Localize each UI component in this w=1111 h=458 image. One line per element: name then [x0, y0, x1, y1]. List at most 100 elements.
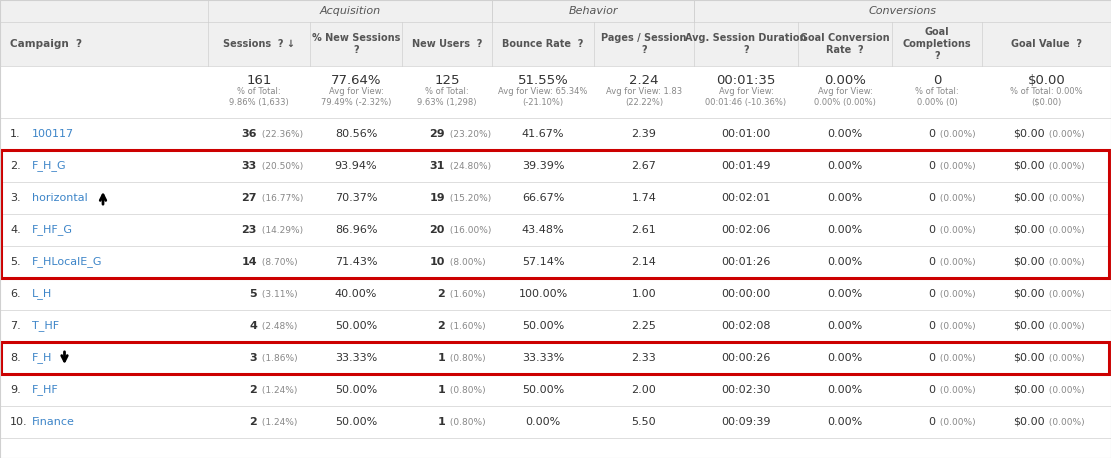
Text: $0.00: $0.00 [1028, 75, 1065, 87]
Text: 1: 1 [438, 385, 446, 395]
Text: 00:00:00: 00:00:00 [721, 289, 771, 299]
Text: 2.14: 2.14 [631, 257, 657, 267]
Text: 0.00%: 0.00% [828, 353, 862, 363]
FancyBboxPatch shape [0, 310, 1111, 342]
Text: 3.: 3. [10, 193, 21, 203]
Text: 36: 36 [241, 129, 257, 139]
Text: horizontal: horizontal [32, 193, 88, 203]
Text: (-21.10%): (-21.10%) [522, 98, 563, 107]
Text: F_H_G: F_H_G [32, 161, 67, 171]
Text: Sessions  ? ↓: Sessions ? ↓ [223, 39, 296, 49]
Text: 1.00: 1.00 [632, 289, 657, 299]
FancyBboxPatch shape [0, 246, 1111, 278]
Text: (0.00%): (0.00%) [1047, 162, 1085, 170]
FancyBboxPatch shape [0, 22, 1111, 66]
Text: 0: 0 [928, 257, 935, 267]
Text: Bounce Rate  ?: Bounce Rate ? [502, 39, 583, 49]
Text: 5.: 5. [10, 257, 21, 267]
Text: 86.96%: 86.96% [334, 225, 378, 235]
Text: Avg for View:: Avg for View: [329, 87, 383, 97]
Text: 19: 19 [429, 193, 446, 203]
FancyBboxPatch shape [0, 278, 1111, 310]
FancyBboxPatch shape [0, 182, 1111, 214]
Text: (0.00%): (0.00%) [937, 418, 975, 426]
FancyBboxPatch shape [0, 66, 1111, 118]
Text: 2.00: 2.00 [632, 385, 657, 395]
Text: 2: 2 [438, 321, 446, 331]
Text: Campaign  ?: Campaign ? [10, 39, 82, 49]
Text: (0.80%): (0.80%) [447, 386, 486, 394]
Text: (0.00%): (0.00%) [937, 386, 975, 394]
Text: 0.00%: 0.00% [828, 225, 862, 235]
Text: (0.00%): (0.00%) [937, 322, 975, 331]
Text: Goal Value  ?: Goal Value ? [1011, 39, 1082, 49]
Text: 0.00%: 0.00% [828, 129, 862, 139]
Text: 50.00%: 50.00% [334, 385, 377, 395]
Text: 0: 0 [928, 289, 935, 299]
Text: 0.00%: 0.00% [828, 161, 862, 171]
Text: $0.00: $0.00 [1013, 353, 1044, 363]
Text: (23.20%): (23.20%) [447, 130, 491, 138]
Text: 0: 0 [928, 129, 935, 139]
FancyBboxPatch shape [0, 150, 1111, 182]
Text: (0.80%): (0.80%) [447, 418, 486, 426]
Text: (0.00%): (0.00%) [937, 162, 975, 170]
FancyBboxPatch shape [0, 118, 1111, 150]
Text: 0.00%: 0.00% [828, 321, 862, 331]
Text: 2.67: 2.67 [631, 161, 657, 171]
FancyBboxPatch shape [0, 0, 1111, 22]
Text: (1.60%): (1.60%) [447, 289, 486, 299]
Text: 40.00%: 40.00% [334, 289, 378, 299]
Text: ($0.00): ($0.00) [1031, 98, 1062, 107]
Text: (22.22%): (22.22%) [624, 98, 663, 107]
FancyBboxPatch shape [0, 214, 1111, 246]
Text: 00:00:26: 00:00:26 [721, 353, 771, 363]
Text: 0: 0 [928, 321, 935, 331]
Text: Goal Conversion
Rate  ?: Goal Conversion Rate ? [800, 33, 890, 55]
Text: (0.00%): (0.00%) [1047, 386, 1085, 394]
Text: Conversions: Conversions [869, 6, 937, 16]
Text: Acquisition: Acquisition [320, 6, 381, 16]
Text: 0: 0 [928, 161, 935, 171]
Text: Avg. Session Duration
?: Avg. Session Duration ? [685, 33, 807, 55]
Text: 0: 0 [933, 75, 941, 87]
Text: Avg for View:: Avg for View: [719, 87, 773, 97]
Text: 2: 2 [249, 417, 257, 427]
Text: (0.00%): (0.00%) [1047, 322, 1085, 331]
Text: $0.00: $0.00 [1013, 321, 1044, 331]
Text: (1.60%): (1.60%) [447, 322, 486, 331]
Text: 14: 14 [241, 257, 257, 267]
Text: $0.00: $0.00 [1013, 289, 1044, 299]
Text: (22.36%): (22.36%) [259, 130, 303, 138]
Text: 125: 125 [434, 75, 460, 87]
Text: $0.00: $0.00 [1013, 257, 1044, 267]
Text: 33.33%: 33.33% [522, 353, 564, 363]
Text: 0: 0 [928, 353, 935, 363]
Text: (0.00%): (0.00%) [1047, 257, 1085, 267]
Text: (15.20%): (15.20%) [447, 193, 491, 202]
Text: 0: 0 [928, 193, 935, 203]
Text: 29: 29 [429, 129, 446, 139]
Text: 0.00%: 0.00% [824, 75, 865, 87]
Text: $0.00: $0.00 [1013, 161, 1044, 171]
Text: (1.86%): (1.86%) [259, 354, 298, 362]
Text: 33: 33 [242, 161, 257, 171]
Text: 93.94%: 93.94% [334, 161, 378, 171]
Text: (0.00%): (0.00%) [937, 257, 975, 267]
Text: (0.00%): (0.00%) [937, 193, 975, 202]
Text: T_HF: T_HF [32, 321, 59, 332]
Text: 77.64%: 77.64% [331, 75, 381, 87]
Text: % of Total: 0.00%: % of Total: 0.00% [1010, 87, 1083, 97]
Text: 1: 1 [438, 417, 446, 427]
Text: Avg for View:: Avg for View: [818, 87, 872, 97]
Text: (20.50%): (20.50%) [259, 162, 303, 170]
Text: F_H: F_H [32, 353, 52, 364]
Text: (16.77%): (16.77%) [259, 193, 303, 202]
Text: 51.55%: 51.55% [518, 75, 569, 87]
Text: 1.: 1. [10, 129, 21, 139]
Text: 50.00%: 50.00% [522, 321, 564, 331]
Text: 100.00%: 100.00% [519, 289, 568, 299]
FancyBboxPatch shape [0, 406, 1111, 438]
Text: 57.14%: 57.14% [522, 257, 564, 267]
Text: 8.: 8. [10, 353, 21, 363]
